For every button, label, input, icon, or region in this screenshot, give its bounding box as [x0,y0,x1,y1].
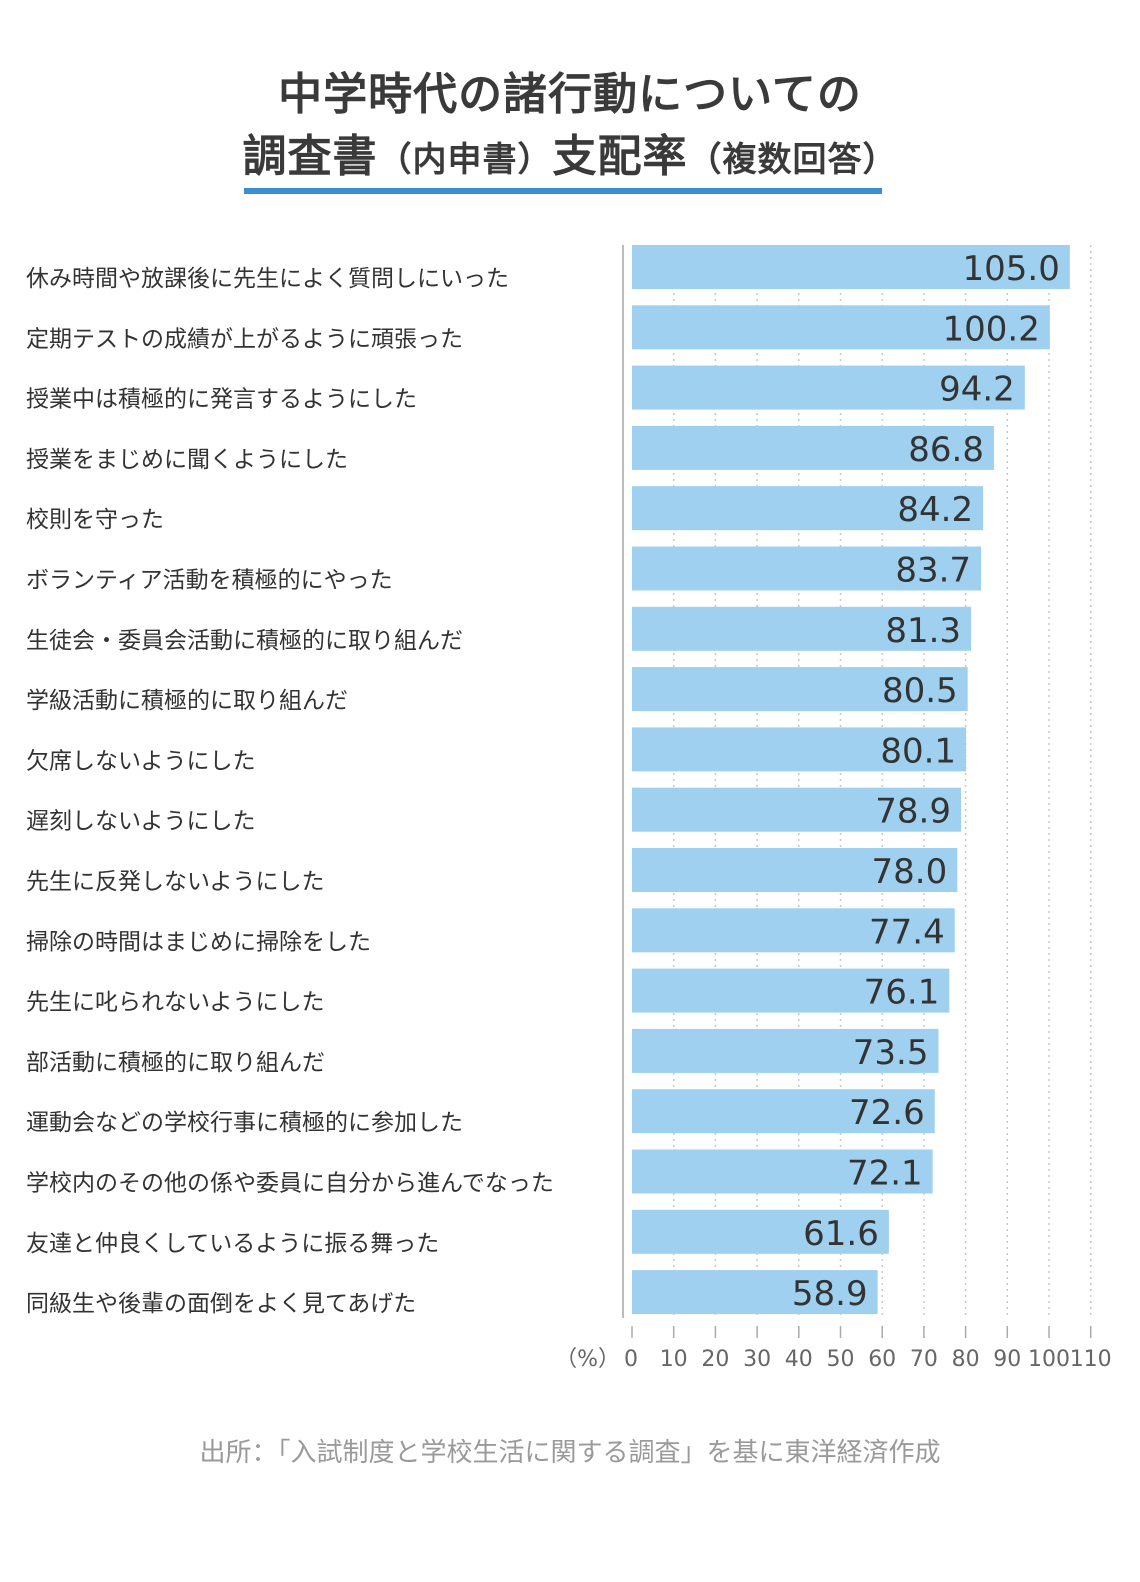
category-label: ボランティア活動を積極的にやった [26,568,393,594]
category-label: 先生に叱られないようにした [26,990,325,1016]
value-label: 77.4 [869,912,945,952]
category-label: 運動会などの学校行事に積極的に参加した [26,1110,463,1136]
tick-label: 40 [785,1347,813,1372]
bar [632,365,1025,410]
bar [632,606,972,651]
bar [632,727,967,772]
value-label: 78.9 [875,792,951,832]
value-label: 94.2 [939,370,1015,410]
bar [632,305,1050,350]
bar-chart: 105.0 休み時間や放課後に先生によく質問しにいった 100.2 定期テストの成績が… [26,245,1112,1372]
value-label: 76.1 [864,973,940,1013]
bar [632,1270,878,1315]
category-label: 生徒会・委員会活動に積極的に取り組んだ [26,628,463,654]
chart-title-line2: 調査書（内申書）支配率（複数回答） [0,120,1140,184]
bar [632,1089,935,1134]
bar [632,1149,933,1194]
value-label: 72.6 [849,1093,925,1133]
value-label: 80.5 [882,671,958,711]
category-label: 先生に反発しないようにした [26,869,325,895]
value-label: 61.6 [803,1214,879,1254]
value-label: 80.1 [880,731,956,771]
bar [632,908,955,953]
category-label: 友達と仲良くしているように振る舞った [26,1231,439,1257]
tick-label: 60 [868,1347,896,1372]
bar [632,968,950,1013]
chart-title-line1: 中学時代の諸行動についての [278,69,862,120]
bar [632,787,962,832]
category-label: 部活動に積極的に取り組んだ [26,1050,325,1076]
value-label: 58.9 [792,1274,868,1314]
tick-label: 50 [827,1347,855,1372]
category-label: 学級活動に積極的に取り組んだ [26,688,348,714]
category-label: 定期テストの成績が上がるように頑張った [26,326,463,352]
category-label: 掃除の時間はまじめに掃除をした [26,929,371,955]
value-label: 81.3 [885,611,961,651]
category-label: 校則を守った [26,507,164,533]
bar [632,425,994,470]
value-label: 78.0 [872,852,948,892]
value-label: 73.5 [853,1033,929,1073]
tick-label: 20 [701,1347,729,1372]
unit-label: （%） [555,1347,620,1372]
bar [632,245,1070,289]
tick-label: 90 [993,1347,1021,1372]
category-label: 同級生や後輩の面倒をよく見てあげた [26,1291,416,1317]
tick-label: 30 [743,1347,771,1372]
value-label: 105.0 [963,249,1060,289]
value-label: 86.8 [908,430,984,470]
title-paren-2: （複数回答） [687,140,898,180]
category-label: 欠席しないようにした [26,748,256,774]
tick-label: 10 [660,1347,688,1372]
value-label: 72.1 [847,1154,923,1194]
category-label: 遅刻しないようにした [26,809,256,835]
bar [632,667,968,712]
bar [632,1209,889,1254]
tick-label: 100 [1028,1347,1070,1372]
bar [632,848,958,892]
tick-label: 70 [910,1347,938,1372]
title-main-1: 調査書 [242,131,378,182]
source-note: 出所：「入試制度と学校生活に関する調査」を基に東洋経済作成 [199,1438,941,1468]
title-paren-1: （内申書） [377,140,553,180]
tick-label: 0 [624,1347,638,1372]
tick-label: 80 [952,1347,980,1372]
value-label: 100.2 [942,309,1039,349]
bar [632,1028,939,1073]
category-label: 学校内のその他の係や委員に自分から進んでなった [26,1171,554,1197]
value-label: 83.7 [895,551,971,591]
bar [632,486,984,531]
bar [632,546,982,591]
category-label: 休み時間や放課後に先生によく質問しにいった [26,266,509,292]
value-label: 84.2 [897,490,973,530]
category-label: 授業中は積極的に発言するようにした [26,387,417,413]
category-label: 授業をまじめに聞くようにした [26,447,348,473]
title-main-2: 支配率 [552,131,688,182]
tick-label: 110 [1070,1347,1112,1372]
title-underline [244,188,882,194]
